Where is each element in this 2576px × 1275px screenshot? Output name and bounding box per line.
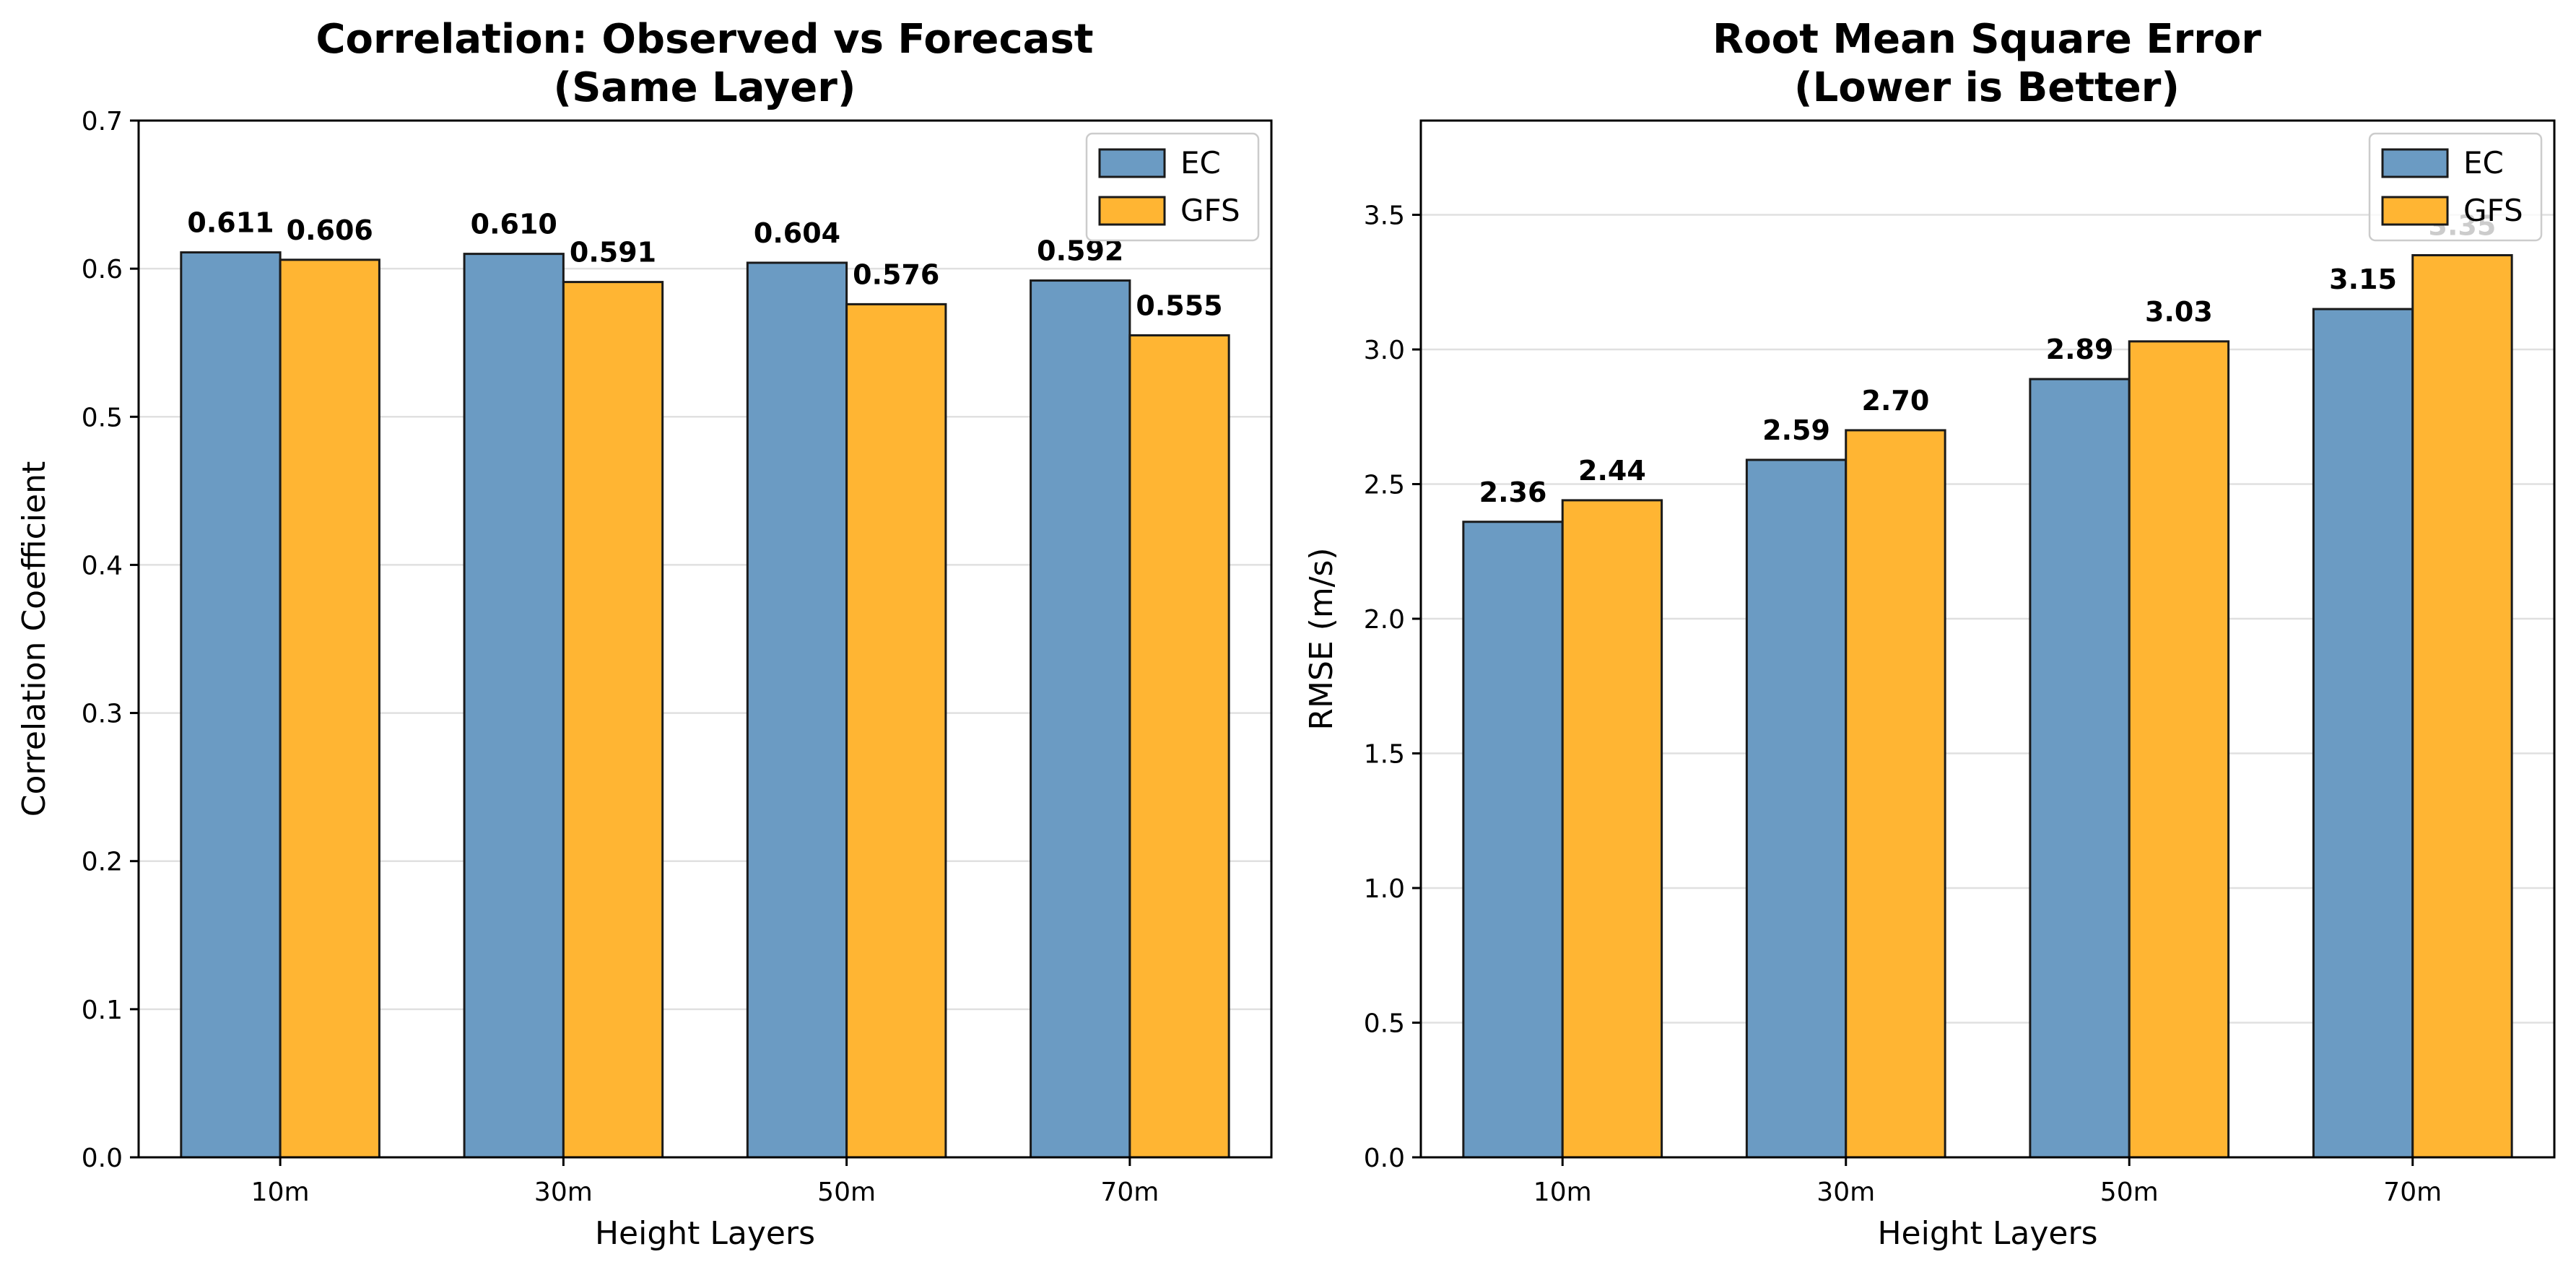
legend-swatch-ec bbox=[2381, 148, 2449, 178]
chart-title: Correlation: Observed vs Forecast bbox=[316, 16, 1093, 63]
bar-ec-30m bbox=[463, 253, 565, 1159]
y-tick-label: 0.3 bbox=[82, 700, 123, 729]
data-label: 0.591 bbox=[570, 237, 656, 269]
y-tick-label: 0.5 bbox=[82, 403, 123, 432]
legend-swatch-ec bbox=[1098, 148, 1166, 178]
plot-frame bbox=[1419, 119, 2556, 1159]
y-tick-label: 3.0 bbox=[1364, 336, 1405, 365]
data-label: 2.36 bbox=[1479, 477, 1547, 508]
y-axis-label: RMSE (m/s) bbox=[1303, 547, 1340, 730]
bar-gfs-10m bbox=[1561, 499, 1663, 1159]
bar-gfs-50m bbox=[2128, 340, 2230, 1159]
bar-ec-30m bbox=[1745, 458, 1848, 1159]
legend-label: GFS bbox=[2463, 193, 2523, 228]
bar-gfs-10m bbox=[279, 258, 380, 1159]
legend-label: GFS bbox=[1180, 193, 1240, 228]
bar-gfs-30m bbox=[1845, 429, 1946, 1159]
data-label: 3.15 bbox=[2329, 264, 2397, 295]
bar-ec-70m bbox=[1030, 279, 1131, 1159]
data-label: 2.44 bbox=[1578, 455, 1646, 487]
y-tick-label: 3.5 bbox=[1364, 201, 1405, 231]
x-tick-label: 50m bbox=[817, 1178, 876, 1207]
y-tick-label: 0.4 bbox=[82, 551, 123, 580]
x-tick-label: 70m bbox=[1100, 1178, 1159, 1207]
y-axis-label: Correlation Coefficient bbox=[16, 461, 53, 817]
chart-2: 2.362.592.893.152.442.703.033.350.00.51.… bbox=[1303, 16, 2556, 1252]
legend: EC GFS bbox=[2368, 132, 2543, 242]
x-tick-label: 10m bbox=[1533, 1178, 1592, 1207]
bar-gfs-70m bbox=[2411, 253, 2513, 1159]
bar-ec-10m bbox=[1462, 521, 1564, 1159]
x-tick-label: 50m bbox=[2100, 1178, 2159, 1207]
chart-title: Root Mean Square Error bbox=[1713, 16, 2261, 63]
y-tick-label: 1.0 bbox=[1364, 874, 1405, 904]
chart-1: 0.611 0.610 0.6040.5920.6060.5910.5760.555… bbox=[16, 16, 1273, 1252]
y-tick-label: 2.0 bbox=[1364, 605, 1405, 635]
legend: EC GFS bbox=[1085, 132, 1260, 242]
data-label: 0.610 bbox=[471, 209, 557, 240]
bar-gfs-50m bbox=[845, 303, 947, 1159]
y-tick-label: 0.1 bbox=[82, 996, 123, 1025]
legend-label: EC bbox=[2463, 145, 2504, 180]
data-label: 2.70 bbox=[1862, 385, 1930, 417]
y-tick-label: 1.5 bbox=[1364, 740, 1405, 770]
x-axis-label: Height Layers bbox=[1877, 1215, 2097, 1252]
bar-gfs-30m bbox=[562, 281, 664, 1159]
bar-ec-50m bbox=[746, 261, 848, 1159]
y-tick-label: 0.0 bbox=[82, 1144, 123, 1173]
bar-ec-50m bbox=[2029, 378, 2131, 1159]
x-tick-label: 30m bbox=[534, 1178, 593, 1207]
plot-frame bbox=[137, 119, 1273, 1159]
bar-ec-10m bbox=[180, 251, 282, 1159]
y-tick-label: 0.5 bbox=[1364, 1009, 1405, 1039]
data-label: 2.89 bbox=[2046, 334, 2114, 365]
chart-title: (Lower is Better) bbox=[1794, 64, 2180, 111]
bar-ec-70m bbox=[2312, 308, 2414, 1159]
data-label: 2.59 bbox=[1762, 414, 1830, 446]
bar-gfs-70m bbox=[1128, 334, 1230, 1159]
y-tick-label: 2.5 bbox=[1364, 471, 1405, 500]
data-label: 3.03 bbox=[2145, 296, 2213, 328]
y-tick-label: 0.0 bbox=[1364, 1144, 1405, 1173]
legend-swatch-gfs bbox=[1098, 196, 1166, 226]
legend-label: EC bbox=[1180, 145, 1221, 180]
chart-title: (Same Layer) bbox=[554, 64, 856, 111]
data-label: 0.555 bbox=[1136, 290, 1222, 321]
x-tick-label: 10m bbox=[251, 1178, 310, 1207]
y-tick-label: 0.2 bbox=[82, 848, 123, 877]
data-label: 0.576 bbox=[853, 258, 939, 290]
x-tick-label: 30m bbox=[1816, 1178, 1875, 1207]
data-label: 0.604 bbox=[754, 217, 840, 249]
x-tick-label: 70m bbox=[2383, 1178, 2442, 1207]
y-tick-label: 0.6 bbox=[82, 255, 123, 284]
x-axis-label: Height Layers bbox=[595, 1215, 815, 1252]
data-label: 0.611 bbox=[187, 207, 274, 239]
y-tick-label: 0.7 bbox=[82, 107, 123, 136]
legend-swatch-gfs bbox=[2381, 196, 2449, 226]
data-label: 0.606 bbox=[287, 214, 373, 246]
